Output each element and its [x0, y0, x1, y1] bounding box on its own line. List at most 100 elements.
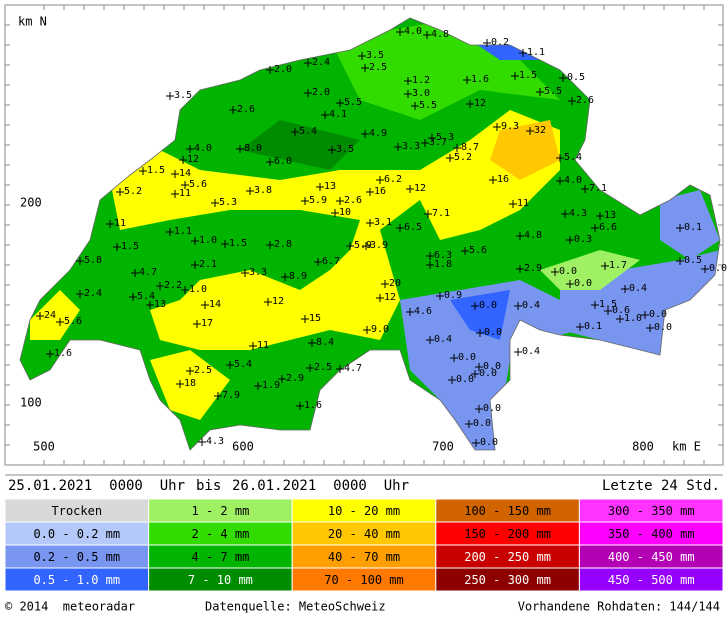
station-value: 10 — [339, 207, 351, 218]
station-value: 2.1 — [199, 259, 217, 270]
station-value: 14 — [179, 168, 191, 179]
station-value: 17 — [201, 318, 213, 329]
station-marker — [466, 100, 474, 108]
station-value: 2.4 — [312, 57, 330, 68]
station-marker — [366, 219, 374, 227]
station-marker — [46, 350, 54, 358]
station-marker — [229, 106, 237, 114]
station-value: 0.0 — [480, 437, 498, 448]
station-marker — [358, 52, 366, 60]
station-marker — [156, 282, 164, 290]
period-bis: bis — [196, 478, 221, 494]
station-value: 6.7 — [322, 256, 340, 267]
station-value: 1.5 — [519, 70, 537, 81]
station-marker — [516, 232, 524, 240]
station-value: 7.9 — [222, 390, 240, 401]
station-marker — [446, 154, 454, 162]
station-marker — [453, 144, 461, 152]
station-marker — [489, 176, 497, 184]
station-value: 32 — [534, 125, 546, 136]
station-value: 3.5 — [174, 90, 192, 101]
station-value: 16 — [374, 186, 386, 197]
legend-label: 0.0 - 0.2 mm — [33, 527, 120, 541]
station-marker — [475, 405, 483, 413]
station-value: 8.7 — [461, 142, 479, 153]
x-label: 700 — [432, 440, 454, 454]
station-marker — [296, 402, 304, 410]
station-value: 0.0 — [559, 266, 577, 277]
station-value: 0.4 — [522, 300, 540, 311]
station-value: 0.0 — [574, 278, 592, 289]
station-marker — [131, 269, 139, 277]
station-marker — [106, 220, 114, 228]
station-value: 6.0 — [274, 156, 292, 167]
station-value: 6.6 — [599, 222, 617, 233]
station-marker — [471, 302, 479, 310]
station-marker — [166, 92, 174, 100]
station-marker — [249, 342, 257, 350]
station-marker — [641, 311, 649, 319]
station-marker — [394, 143, 402, 151]
station-marker — [236, 145, 244, 153]
station-value: 0.1 — [684, 222, 702, 233]
station-marker — [511, 72, 519, 80]
station-marker — [475, 363, 483, 371]
station-value: 9.3 — [501, 121, 519, 132]
station-marker — [591, 301, 599, 309]
station-marker — [291, 128, 299, 136]
x-label: 800 — [632, 440, 654, 454]
station-value: 2.9 — [286, 373, 304, 384]
station-marker — [448, 376, 456, 384]
station-marker — [361, 130, 369, 138]
station-value: 2.0 — [312, 87, 330, 98]
station-value: 2.5 — [369, 62, 387, 73]
zone-10-20 — [150, 350, 230, 420]
station-marker — [308, 339, 316, 347]
station-value: 3.9 — [370, 240, 388, 251]
legend-label: Trocken — [52, 504, 103, 518]
station-marker — [516, 265, 524, 273]
station-value: 0.3 — [574, 234, 592, 245]
station-value: 13 — [324, 181, 336, 192]
station-marker — [376, 294, 384, 302]
zone-0.2-0.5 — [560, 250, 720, 355]
station-marker — [246, 187, 254, 195]
station-value: 12 — [414, 183, 426, 194]
station-marker — [281, 273, 289, 281]
station-marker — [321, 111, 329, 119]
station-marker — [493, 123, 501, 131]
station-marker — [266, 66, 274, 74]
east-label: km E — [672, 440, 701, 454]
station-value: 12 — [187, 154, 199, 165]
station-marker — [509, 200, 517, 208]
station-value: 1.6 — [54, 348, 72, 359]
station-marker — [331, 209, 339, 217]
station-value: 20 — [389, 278, 401, 289]
station-value: 5.4 — [299, 126, 317, 137]
station-value: 12 — [474, 98, 486, 109]
zone-10-20 — [30, 290, 80, 340]
legend-label: 40 - 70 mm — [328, 550, 400, 564]
station-value: 0.0 — [709, 263, 727, 274]
station-marker — [361, 64, 369, 72]
station-marker — [406, 308, 414, 316]
station-value: 5.4 — [234, 359, 252, 370]
station-value: 0.0 — [483, 361, 501, 372]
station-value: 5.6 — [189, 179, 207, 190]
station-value: 2.8 — [274, 239, 292, 250]
station-value: 0.0 — [483, 403, 501, 414]
station-value: 0.6 — [612, 305, 630, 316]
legend-label: 300 - 350 mm — [608, 504, 695, 518]
station-value: 2.9 — [524, 263, 542, 274]
y-label: 200 — [20, 196, 42, 210]
station-value: 5.2 — [454, 152, 472, 163]
station-marker — [226, 361, 234, 369]
legend-label: 7 - 10 mm — [188, 573, 253, 587]
station-marker — [463, 76, 471, 84]
station-marker — [676, 224, 684, 232]
station-marker — [316, 183, 324, 191]
station-marker — [426, 261, 434, 269]
station-marker — [581, 185, 589, 193]
station-marker — [381, 280, 389, 288]
station-marker — [423, 31, 431, 39]
